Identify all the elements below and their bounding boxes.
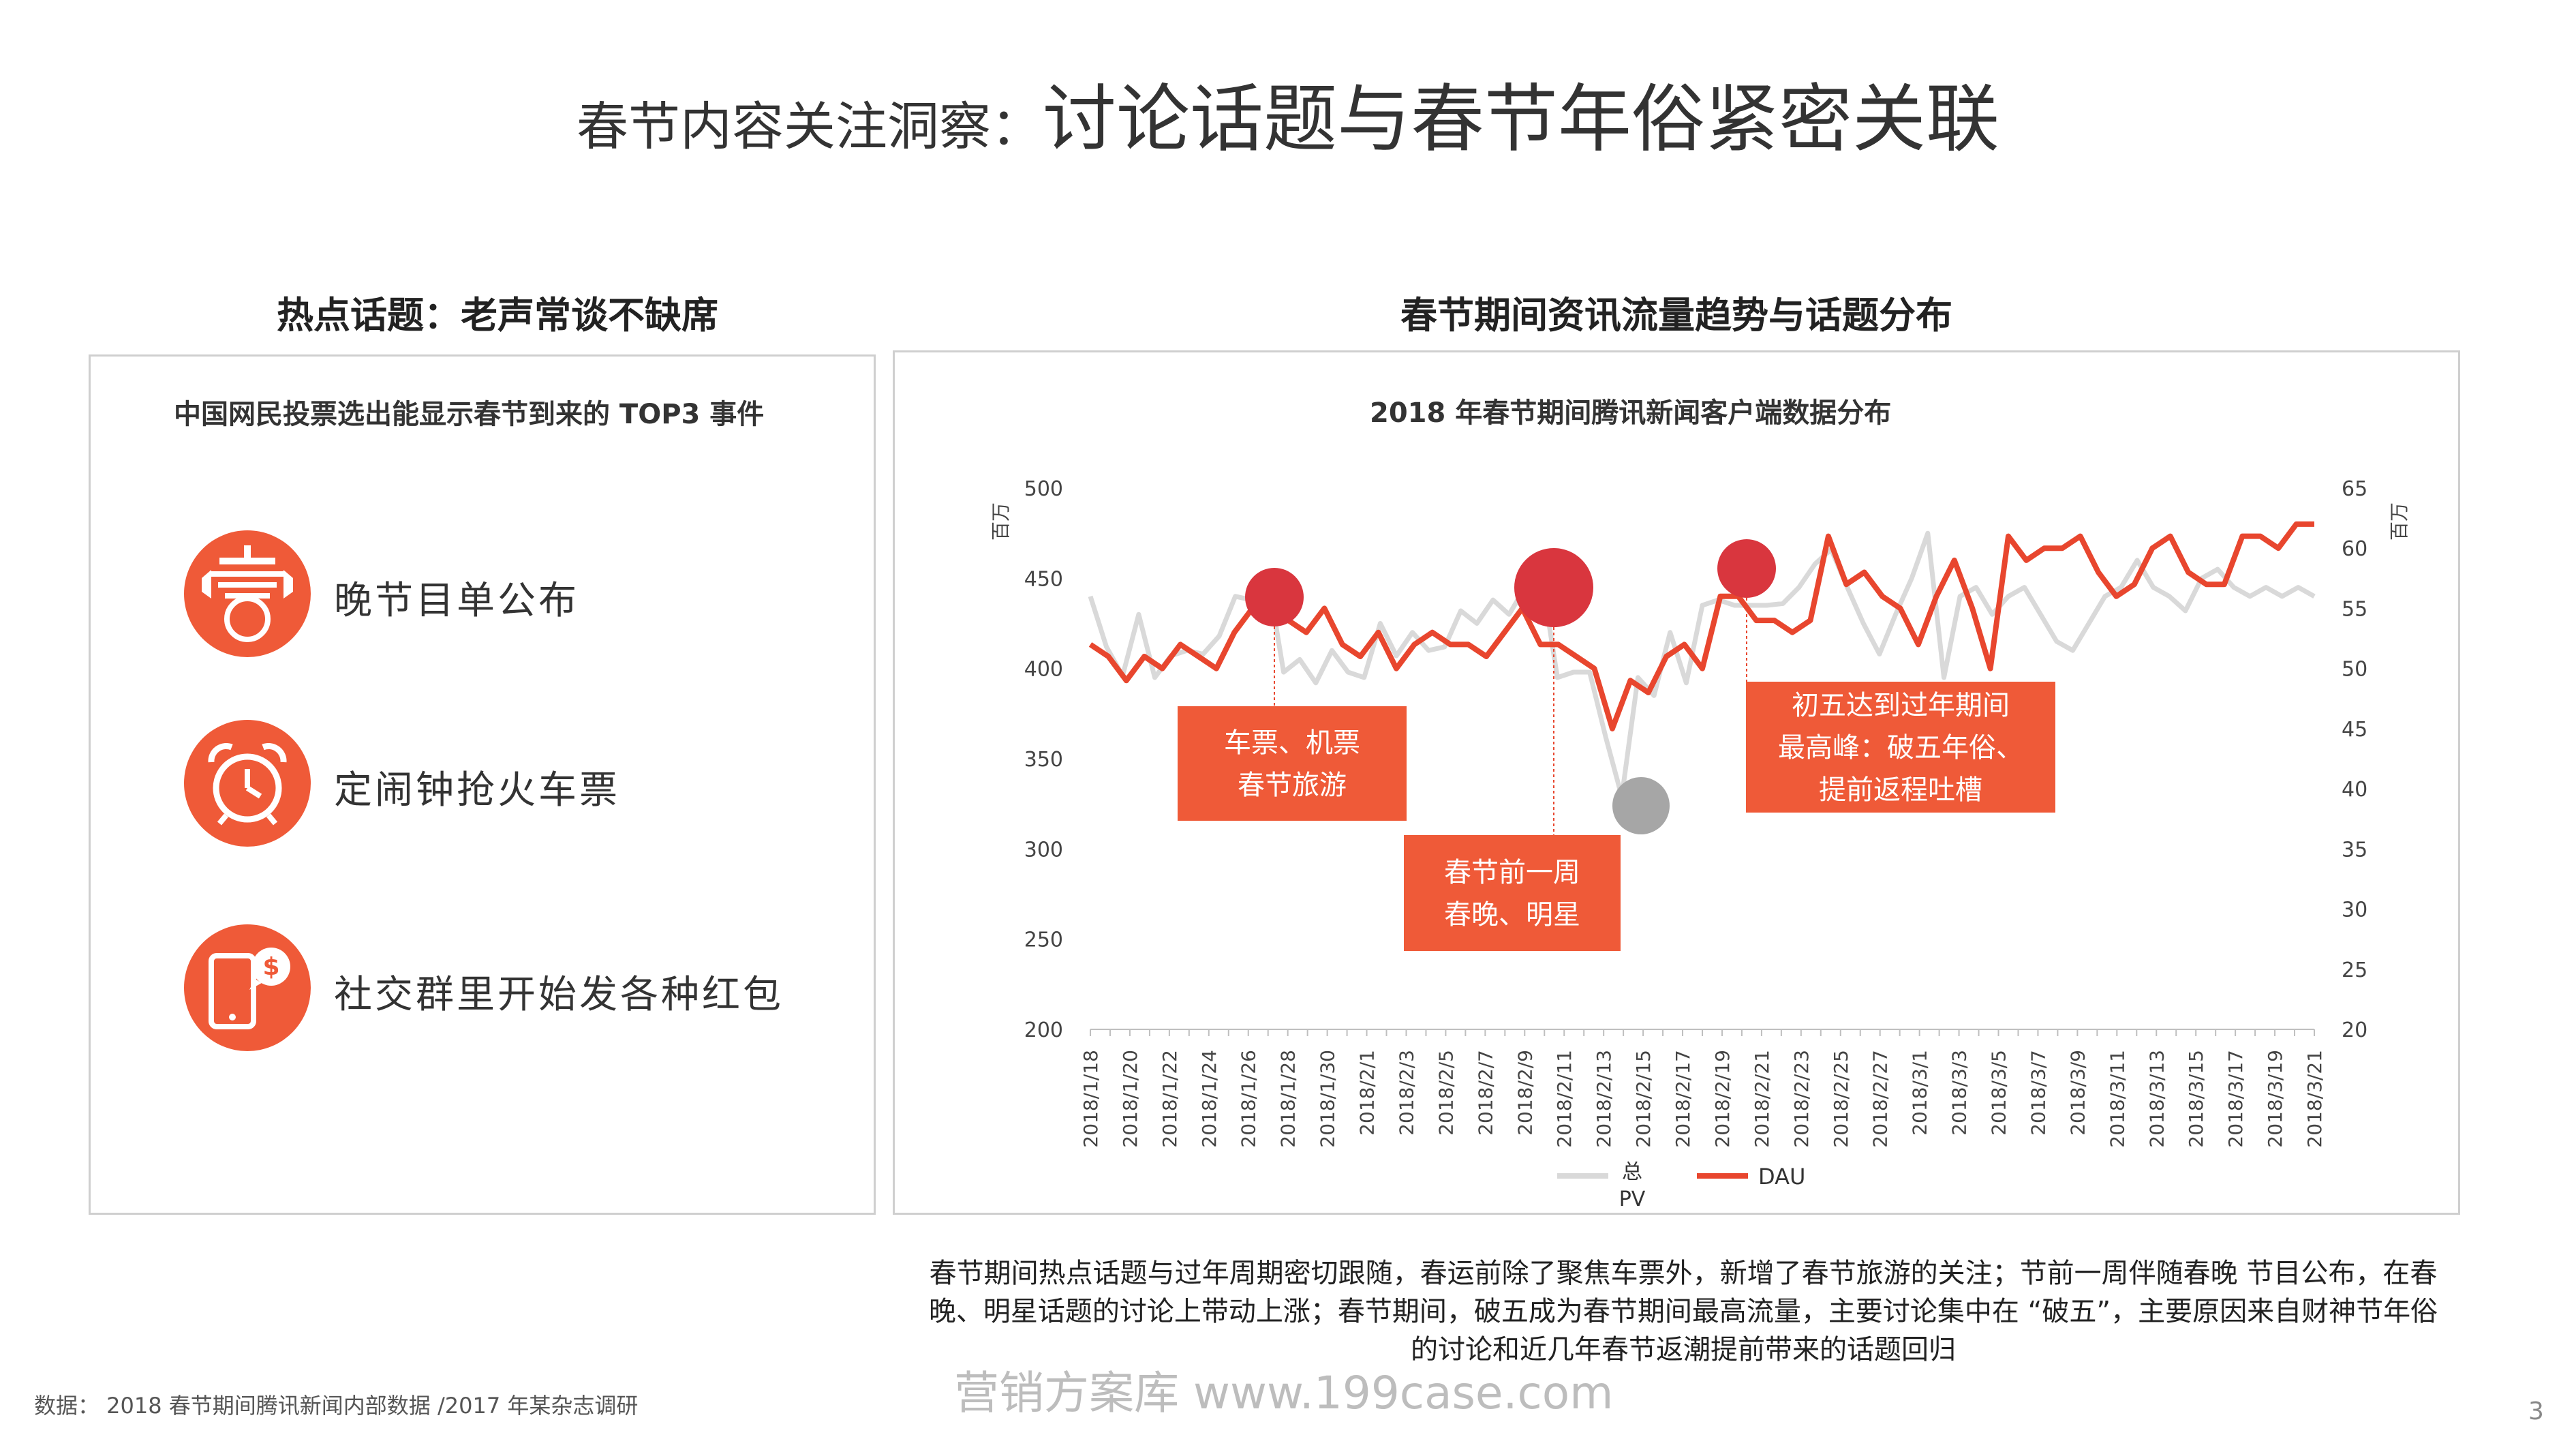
y2-tick-label: 50 (2342, 658, 2367, 682)
x-tick-label: 2018/2/1 (1356, 1050, 1379, 1136)
page-title-main: 讨论话题与春节年俗紧密关联 (1042, 77, 1999, 162)
x-tick-label: 2018/3/7 (2027, 1050, 2049, 1136)
x-tick-label: 2018/1/28 (1277, 1050, 1300, 1148)
item-label: 晚节目单公布 (334, 579, 579, 623)
y2-tick-label: 60 (2342, 537, 2367, 561)
x-tick-label: 2018/3/1 (1909, 1050, 1931, 1136)
x-tick-label: 2018/3/19 (2264, 1050, 2286, 1148)
x-tick-label: 2018/3/9 (2066, 1050, 2089, 1136)
list-item: $ 社交群里开始发各种红包 (184, 924, 865, 1054)
callout-text: 车票、机票 (1224, 727, 1360, 759)
y2-tick-label: 35 (2342, 838, 2367, 862)
x-tick-label: 2018/2/19 (1711, 1050, 1734, 1148)
x-tick-label: 2018/2/5 (1435, 1050, 1457, 1136)
x-tick-label: 2018/2/27 (1869, 1050, 1892, 1148)
x-tick-label: 2018/2/13 (1593, 1050, 1615, 1148)
y2-tick-label: 20 (2342, 1018, 2367, 1042)
left-subtitle: 热点话题：老声常谈不缺席 (277, 294, 718, 337)
x-tick-label: 2018/2/25 (1830, 1050, 1852, 1148)
y-tick-label: 300 (1024, 838, 1063, 862)
callout-text: 提前返程吐槽 (1819, 774, 1982, 806)
callout-box (1178, 706, 1407, 821)
x-tick-label: 2018/1/18 (1079, 1050, 1102, 1148)
x-tick-label: 2018/2/11 (1553, 1050, 1576, 1148)
page-title-prefix: 春节内容关注洞察： (576, 96, 1043, 157)
y2-tick-label: 55 (2342, 597, 2367, 621)
y-tick-label: 250 (1024, 928, 1063, 952)
y2-tick-label: 30 (2342, 898, 2367, 922)
alarm-clock-icon (184, 720, 311, 847)
y2-tick-label: 65 (2342, 477, 2367, 501)
x-tick-label: 2018/3/21 (2303, 1050, 2326, 1148)
y2-tick-label: 40 (2342, 778, 2367, 802)
x-tick-label: 2018/3/11 (2106, 1050, 2128, 1148)
x-tick-label: 2018/2/23 (1790, 1050, 1813, 1148)
chart-panel (893, 350, 2460, 1215)
highlight-bubble (1717, 539, 1776, 598)
x-tick-label: 2018/3/13 (2145, 1050, 2168, 1148)
x-tick-label: 2018/2/15 (1632, 1050, 1655, 1148)
chun-lantern-icon (184, 530, 311, 657)
legend-label-dau: DAU (1758, 1164, 1805, 1190)
x-tick-label: 2018/3/17 (2224, 1050, 2247, 1148)
callout-text: 春晚、明星 (1444, 899, 1580, 931)
x-tick-label: 2018/1/26 (1238, 1050, 1260, 1148)
x-tick-label: 2018/1/20 (1119, 1050, 1141, 1148)
chart-title: 2018 年春节期间腾讯新闻客户端数据分布 (1370, 397, 1892, 429)
legend-label-pv: 总 (1622, 1160, 1642, 1184)
y-axis-label: 百万 (990, 502, 1012, 541)
x-tick-label: 2018/1/30 (1317, 1050, 1339, 1148)
phone-red-packet-icon: $ (184, 924, 311, 1051)
y2-tick-label: 45 (2342, 718, 2367, 742)
y2-tick-label: 25 (2342, 958, 2367, 982)
highlight-bubble (1514, 548, 1593, 627)
callout-text: 最高峰：破五年俗、 (1778, 732, 2023, 763)
x-tick-label: 2018/2/17 (1672, 1050, 1694, 1148)
item-label: 定闹钟抢火车票 (334, 768, 620, 813)
description: 春节期间热点话题与过年周期密切跟随，春运前除了聚焦车票外，新增了春节旅游的关注；… (928, 1258, 2438, 1365)
callout-box (1746, 682, 2055, 813)
callout-text: 春节前一周 (1444, 857, 1580, 888)
y-tick-label: 350 (1024, 748, 1063, 772)
list-item: 晚节目单公布 (184, 530, 865, 660)
y-tick-label: 500 (1024, 477, 1063, 501)
x-tick-label: 2018/3/5 (1988, 1050, 2010, 1136)
x-tick-label: 2018/1/24 (1198, 1050, 1221, 1148)
x-tick-label: 2018/3/15 (2185, 1050, 2207, 1148)
series-line-pv (1088, 530, 2316, 800)
x-tick-label: 2018/3/3 (1948, 1050, 1971, 1136)
y-tick-label: 200 (1024, 1018, 1063, 1042)
item-label: 社交群里开始发各种红包 (334, 973, 784, 1017)
callout-box (1404, 835, 1621, 951)
x-tick-label: 2018/1/22 (1159, 1050, 1181, 1148)
source-note: 数据： 2018 春节期间腾讯新闻内部数据 /2017 年某杂志调研 (34, 1393, 639, 1419)
callout-text: 初五达到过年期间 (1792, 690, 2010, 721)
x-tick-label: 2018/2/3 (1395, 1050, 1417, 1136)
list-item: 定闹钟抢火车票 (184, 720, 865, 849)
x-tick-label: 2018/2/7 (1474, 1050, 1497, 1136)
right-subtitle: 春节期间资讯流量趋势与话题分布 (1400, 294, 1952, 337)
left-heading: 中国网民投票选出能显示春节到来的 TOP3 事件 (174, 399, 765, 430)
x-tick-label: 2018/2/9 (1514, 1050, 1536, 1136)
x-tick-label: 2018/2/21 (1751, 1050, 1773, 1148)
callout-text: 春节旅游 (1238, 770, 1347, 801)
y2-axis-label: 百万 (2388, 502, 2410, 541)
gray-bubble (1612, 777, 1670, 834)
legend-label-pv: PV (1619, 1188, 1646, 1211)
page-number: 3 (2528, 1397, 2544, 1425)
page-title: 春节内容关注洞察：讨论话题与春节年俗紧密关联 (0, 60, 2576, 166)
y-tick-label: 450 (1024, 567, 1063, 591)
svg-text:$: $ (262, 953, 279, 981)
watermark: 营销方案库 www.199case.com (954, 1367, 1614, 1419)
highlight-bubble (1245, 568, 1304, 626)
series-line-dau (1088, 521, 2314, 731)
y-tick-label: 400 (1024, 658, 1063, 682)
